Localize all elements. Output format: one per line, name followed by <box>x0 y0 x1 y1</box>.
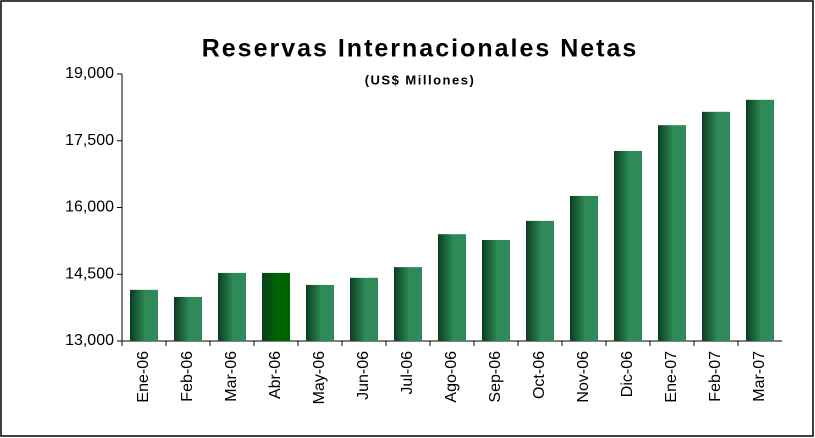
bar <box>658 125 686 341</box>
y-tick-label: 19,000 <box>65 65 114 82</box>
y-tick-label: 17,500 <box>65 132 114 149</box>
x-tick-label: Sep-06 <box>487 351 504 403</box>
bar <box>746 99 774 341</box>
bar <box>702 111 730 341</box>
bar <box>262 272 290 341</box>
x-tick-label: Feb-07 <box>707 351 724 402</box>
bar <box>130 289 158 341</box>
bar <box>306 284 334 341</box>
x-tick-label: Feb-06 <box>179 351 196 402</box>
x-tick-label: Ene-06 <box>135 351 152 403</box>
bar <box>218 272 246 341</box>
x-tick-label: Nov-06 <box>575 351 592 403</box>
chart-title: Reservas Internacionales Netas <box>202 35 639 63</box>
bar <box>526 220 554 341</box>
x-tick-label: Abr-06 <box>267 351 284 399</box>
chart-subtitle: (US$ Millones) <box>365 72 476 87</box>
bar <box>350 277 378 341</box>
bar <box>570 195 598 341</box>
x-tick-label: Dic-06 <box>619 351 636 397</box>
bar <box>614 150 642 341</box>
bar <box>438 234 466 341</box>
y-tick-label: 13,000 <box>65 332 114 349</box>
x-tick-label: Jun-06 <box>355 351 372 400</box>
x-tick-label: May-06 <box>311 351 328 404</box>
bar <box>394 267 422 341</box>
y-tick-label: 14,500 <box>65 265 114 282</box>
x-tick-label: Mar-06 <box>223 351 240 402</box>
bar <box>482 239 510 341</box>
x-tick-label: Ene-07 <box>663 351 680 403</box>
x-tick-label: Jul-06 <box>399 351 416 395</box>
x-tick-label: Mar-07 <box>751 351 768 402</box>
bar <box>174 296 202 341</box>
x-tick-label: Oct-06 <box>531 351 548 399</box>
x-tick-label: Ago-06 <box>443 351 460 403</box>
y-tick-label: 16,000 <box>65 199 114 216</box>
